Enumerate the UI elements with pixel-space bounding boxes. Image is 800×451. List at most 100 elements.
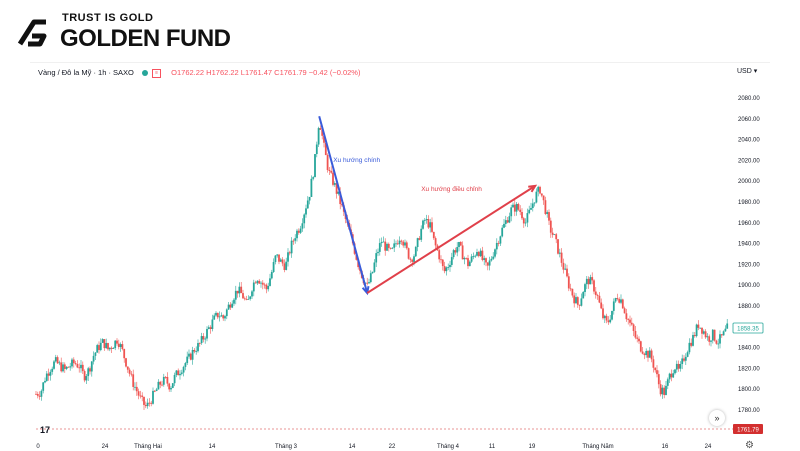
- candle-body: [513, 204, 516, 212]
- candle-body: [281, 259, 284, 264]
- candle-body: [269, 278, 271, 286]
- candle-body: [477, 252, 480, 257]
- candle-body: [441, 259, 444, 267]
- candle-body: [373, 262, 376, 272]
- candle-body: [432, 231, 435, 239]
- candle-body: [283, 263, 286, 270]
- candle-body: [326, 155, 329, 170]
- candle-body: [398, 240, 401, 245]
- candle-body: [699, 327, 702, 329]
- candle-body: [526, 213, 529, 223]
- x-tick-label: 24: [705, 444, 712, 450]
- candle-body: [243, 298, 246, 300]
- candle-body: [571, 288, 574, 296]
- candle-body: [481, 250, 484, 260]
- candle-body: [584, 284, 586, 293]
- gear-icon[interactable]: ⚙: [745, 440, 754, 451]
- candle-body: [369, 273, 372, 283]
- x-tick-label: 19: [529, 444, 536, 450]
- candle-body: [722, 331, 725, 336]
- candle-body: [625, 313, 628, 320]
- candle-body: [378, 243, 381, 252]
- candle-body: [510, 207, 513, 217]
- market-status-icon: [141, 70, 148, 77]
- candle-body: [431, 222, 433, 232]
- candle-body: [222, 315, 225, 319]
- candle-body: [717, 343, 720, 345]
- candle-body: [386, 243, 388, 251]
- last-price-label: 1858.35: [737, 327, 759, 333]
- candle-body: [474, 255, 477, 257]
- candle-body: [445, 267, 448, 272]
- candle-body: [652, 359, 655, 368]
- candle-body: [490, 258, 493, 261]
- candle-body: [35, 393, 37, 395]
- candle-body: [576, 297, 579, 305]
- last-price-tag: [732, 322, 764, 334]
- candle-body: [323, 135, 325, 143]
- candle-body: [159, 381, 162, 385]
- candle-body: [186, 356, 189, 364]
- candle-body: [387, 243, 390, 248]
- candle-body: [564, 268, 567, 270]
- candle-body: [528, 209, 531, 214]
- candle-body: [101, 339, 104, 343]
- candle-body: [479, 250, 482, 257]
- indicator-toggle-icon[interactable]: ≡: [152, 68, 162, 78]
- candle-body: [42, 382, 45, 391]
- candle-body: [614, 298, 617, 302]
- candle-body: [450, 257, 453, 265]
- candle-body: [420, 228, 423, 240]
- candle-body: [117, 343, 120, 348]
- candle-body: [585, 278, 588, 285]
- candle-body: [170, 387, 172, 390]
- candle-body: [247, 298, 250, 300]
- candle-body: [382, 241, 385, 243]
- x-tick-label: Tháng Hai: [134, 444, 162, 450]
- y-tick-label: 2040.00: [738, 138, 760, 144]
- currency-selector[interactable]: USD ▾: [737, 68, 758, 75]
- candle-body: [405, 242, 408, 249]
- candle-body: [458, 241, 460, 248]
- candle-body: [562, 262, 565, 270]
- candle-body: [706, 336, 709, 338]
- candle-body: [650, 350, 653, 360]
- candle-body: [389, 247, 392, 249]
- candle-body: [515, 203, 518, 212]
- candle-body: [292, 240, 295, 242]
- candle-body: [668, 373, 671, 380]
- candle-body: [134, 386, 136, 388]
- candle-body: [254, 282, 257, 284]
- candle-body: [395, 243, 397, 245]
- candle-body: [688, 342, 691, 353]
- y-tick-label: 1880.00: [738, 304, 760, 310]
- candle-body: [443, 266, 446, 272]
- candle-body: [449, 264, 451, 268]
- symbol-label[interactable]: Vàng / Đô la Mỹ · 1h · SAXO: [38, 68, 134, 77]
- candle-body: [463, 257, 466, 260]
- candle-body: [236, 290, 239, 294]
- candle-body: [674, 369, 676, 374]
- candle-body: [96, 345, 99, 353]
- candle-body: [693, 334, 696, 337]
- candle-body: [557, 239, 559, 254]
- candle-body: [560, 252, 563, 263]
- candle-body: [569, 288, 572, 290]
- candle-body: [508, 216, 511, 223]
- candle-body: [402, 241, 405, 246]
- candle-body: [580, 298, 583, 306]
- candle-body: [290, 240, 293, 254]
- candle-body: [234, 290, 237, 300]
- x-tick-label: Tháng 4: [437, 444, 460, 450]
- candle-body: [90, 361, 93, 372]
- y-tick-label: 2080.00: [738, 96, 760, 102]
- candle-body: [204, 338, 207, 340]
- scroll-to-realtime-button[interactable]: »: [709, 410, 725, 426]
- x-tick-label: 22: [389, 444, 396, 450]
- candle-body: [641, 351, 644, 354]
- candle-body: [596, 294, 599, 296]
- candle-body: [380, 242, 383, 244]
- candle-body: [303, 214, 306, 224]
- candle-body: [533, 202, 536, 204]
